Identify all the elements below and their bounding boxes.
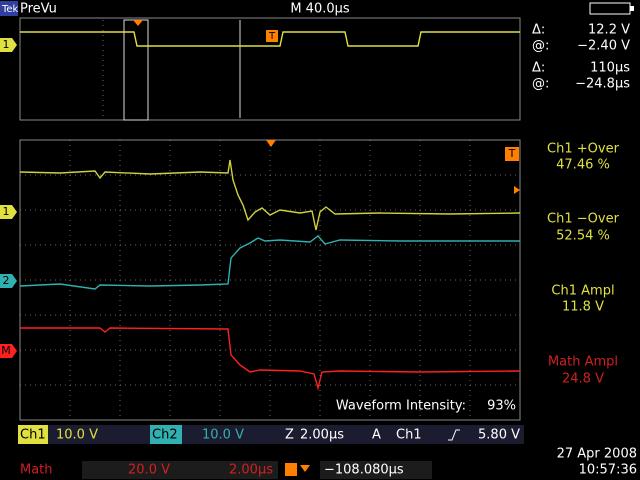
slope-icon (448, 429, 460, 441)
measurement-value: 52.54 % (556, 229, 610, 244)
preview-waveform (20, 31, 520, 47)
measurement-name: Ch1 −Over (547, 212, 620, 227)
ch2-scale: 10.0 V (202, 428, 244, 443)
brand: Tek (1, 4, 19, 15)
measurement-value: 11.8 V (562, 300, 604, 315)
channel-bar (18, 425, 524, 444)
battery-tip (630, 6, 634, 11)
ch1-label: 1 (3, 38, 10, 51)
ch1-scale: 10.0 V (56, 428, 98, 443)
cursor-value: 12.2 V (588, 23, 630, 38)
measurement-name: Math Ampl (548, 355, 618, 370)
timebase: M 40.0µs (290, 2, 350, 17)
trigger-marker (505, 147, 519, 161)
cursor-label: Δ: (532, 23, 545, 38)
mode: PreVu (20, 2, 57, 17)
measurement-name: Ch1 +Over (547, 142, 620, 157)
intensity-label: Waveform Intensity: (336, 399, 466, 414)
math-label: M (1, 344, 11, 357)
date: 27 Apr 2008 (557, 447, 637, 462)
trigger-label: T (268, 31, 276, 42)
ch2-marker (0, 274, 17, 288)
measurement-name: Ch1 Ampl (551, 284, 614, 299)
intensity-value: 93% (487, 399, 516, 414)
ch2-badge (150, 425, 182, 444)
math-waveform (20, 327, 521, 391)
trigger-arrow (300, 465, 310, 472)
ch1-waveform (19, 159, 521, 231)
graticule (20, 140, 520, 420)
trigger-icon (285, 463, 297, 476)
cursor-value: −24.8µs (575, 77, 630, 92)
ch2-label: 2 (3, 274, 10, 287)
measurement-value: 24.8 V (562, 372, 604, 387)
ch2-waveform (19, 235, 520, 290)
trigger-level: 5.80 V (478, 428, 520, 443)
measurement-value: 47.46 % (556, 158, 610, 173)
trigger-source: Ch1 (396, 428, 422, 443)
math-box (82, 461, 278, 479)
cursor-label: @: (532, 39, 549, 54)
trigger-mode: A (372, 428, 381, 443)
ch1-label: 1 (3, 205, 10, 218)
math-name: Math (20, 463, 53, 478)
cursor-label: Δ: (532, 61, 545, 76)
trigger-level (514, 186, 520, 194)
ch1-marker (0, 38, 17, 52)
math-position: −108.080µs (324, 463, 404, 478)
math-marker (0, 344, 17, 358)
cursor-label: @: (532, 77, 549, 92)
trigger-marker (266, 30, 278, 42)
cursor-value: 110µs (590, 61, 630, 76)
trigger-label: T (508, 147, 516, 160)
time: 10:57:36 (579, 463, 637, 478)
brand-badge (0, 1, 18, 16)
position-box (320, 461, 432, 479)
math-scale: 20.0 V (128, 463, 170, 478)
trigger-pos (266, 140, 276, 147)
ch1-badge (18, 425, 48, 444)
ch1-marker (0, 205, 17, 219)
preview-frame (19, 17, 521, 121)
ch2-name: Ch2 (152, 428, 178, 443)
zoom-label: Z (285, 428, 294, 443)
cursor-value: −2.40 V (577, 39, 630, 54)
math-time: 2.00µs (229, 463, 273, 478)
zoom-scale: 2.00µs (300, 428, 344, 443)
ch1-name: Ch1 (20, 428, 46, 443)
trigger-pos (133, 20, 143, 26)
